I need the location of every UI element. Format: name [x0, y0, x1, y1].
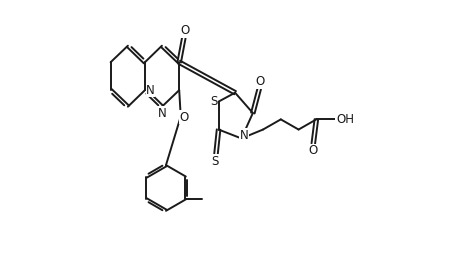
- Text: O: O: [255, 75, 264, 88]
- Text: O: O: [180, 24, 190, 38]
- Text: O: O: [307, 144, 317, 157]
- Text: S: S: [210, 95, 217, 108]
- Text: N: N: [158, 106, 167, 120]
- Text: OH: OH: [336, 113, 353, 126]
- Text: O: O: [179, 111, 189, 124]
- Text: S: S: [211, 155, 218, 168]
- Text: N: N: [239, 129, 248, 142]
- Text: N: N: [146, 84, 155, 97]
